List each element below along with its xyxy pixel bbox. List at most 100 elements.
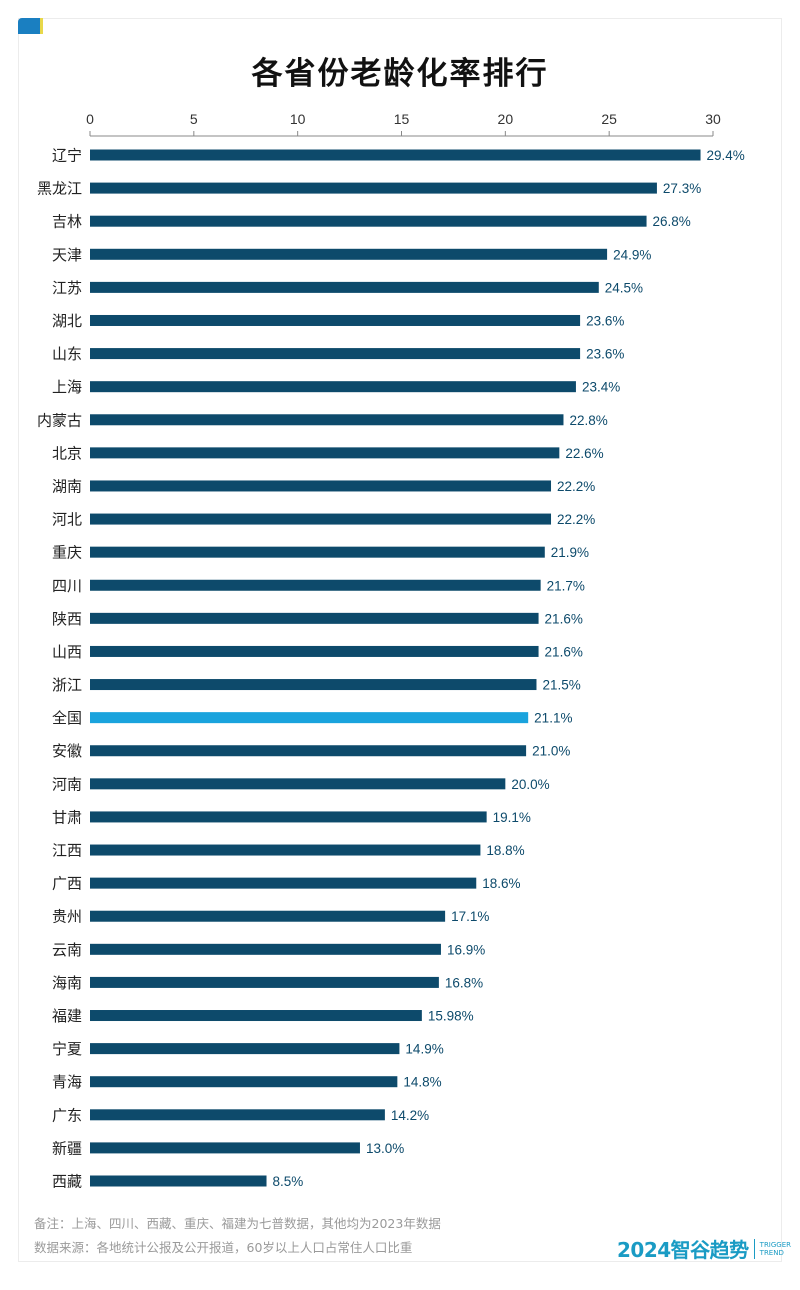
bar	[90, 149, 701, 161]
bar	[90, 612, 539, 624]
category-label: 甘肃	[52, 808, 82, 826]
bar	[90, 910, 446, 922]
data-label: 21.1%	[534, 711, 572, 726]
bar	[90, 679, 537, 691]
category-label: 江西	[52, 842, 82, 860]
footnote: 备注：上海、四川、西藏、重庆、福建为七普数据，其他均为2023年数据	[34, 1216, 441, 1231]
data-label: 27.3%	[663, 181, 701, 196]
category-label: 云南	[52, 941, 82, 959]
data-label: 14.9%	[405, 1042, 443, 1057]
category-label: 全国	[52, 709, 82, 727]
x-tick-label: 25	[601, 111, 617, 127]
category-label: 宁夏	[52, 1040, 82, 1058]
bar	[90, 381, 576, 393]
bar	[90, 513, 552, 525]
category-label: 青海	[52, 1073, 82, 1091]
logo-divider	[753, 1238, 755, 1259]
bar-highlight	[90, 712, 529, 724]
data-label: 21.0%	[532, 744, 570, 759]
bar-chart: 0 5 10 15 20 25 30 辽宁 29.4% 黑龙江 27.3% 吉林 26.8% 天津 24.9…	[37, 111, 745, 1191]
bar	[90, 182, 657, 194]
data-label: 13.0%	[366, 1141, 404, 1156]
data-label: 14.8%	[403, 1075, 441, 1090]
bar	[90, 943, 441, 955]
bar	[90, 314, 581, 326]
bar	[90, 1010, 422, 1022]
category-label: 四川	[52, 577, 82, 595]
data-label: 20.0%	[511, 777, 549, 792]
data-label: 21.7%	[547, 578, 585, 593]
data-label: 21.5%	[542, 678, 580, 693]
bar	[90, 1109, 385, 1121]
data-label: 15.98%	[428, 1009, 474, 1024]
data-label: 24.9%	[613, 247, 651, 262]
x-tick-label: 20	[498, 111, 514, 127]
data-label: 17.1%	[451, 909, 489, 924]
bar	[90, 348, 581, 360]
category-label: 天津	[52, 246, 82, 264]
category-label: 陕西	[52, 610, 82, 628]
category-label: 海南	[52, 974, 82, 992]
bar	[90, 1043, 400, 1055]
data-label: 16.8%	[445, 975, 483, 990]
bar	[90, 281, 599, 293]
bar	[90, 1175, 267, 1187]
brand-logo: 2024智谷趋势 TRIGGER TREND	[617, 1234, 791, 1263]
data-label: 22.8%	[569, 413, 607, 428]
category-label: 浙江	[52, 676, 82, 694]
data-label: 18.8%	[486, 843, 524, 858]
logo-subtext: TRIGGER TREND	[759, 1240, 792, 1257]
category-label: 北京	[52, 444, 82, 462]
data-label: 16.9%	[447, 942, 485, 957]
category-label: 湖南	[52, 477, 82, 495]
category-label: 吉林	[52, 213, 82, 231]
source-note: 数据来源：各地统计公报及公开报道，60岁以上人口占常住人口比重	[34, 1240, 413, 1255]
bar	[90, 414, 564, 426]
data-label: 22.2%	[557, 512, 595, 527]
bar	[90, 877, 477, 889]
bar	[90, 248, 608, 260]
x-tick-label: 10	[290, 111, 306, 127]
x-tick-label: 15	[394, 111, 410, 127]
bar	[90, 811, 487, 823]
category-label: 湖北	[52, 312, 82, 330]
category-label: 贵州	[52, 908, 82, 926]
x-tick-label: 0	[86, 111, 94, 127]
data-label: 26.8%	[653, 214, 691, 229]
category-label: 山西	[52, 643, 82, 661]
data-label: 23.4%	[582, 380, 620, 395]
bar	[90, 778, 506, 790]
bar	[90, 745, 527, 757]
category-label: 江苏	[52, 279, 82, 297]
category-label: 黑龙江	[37, 180, 82, 198]
data-label: 19.1%	[493, 810, 531, 825]
category-label: 福建	[52, 1007, 82, 1025]
data-label: 23.6%	[586, 313, 624, 328]
x-tick-label: 30	[705, 111, 721, 127]
data-label: 14.2%	[391, 1108, 429, 1123]
category-label: 上海	[52, 378, 82, 396]
data-label: 22.6%	[565, 446, 603, 461]
category-label: 河北	[52, 511, 82, 529]
bar	[90, 546, 545, 558]
bar	[90, 1076, 398, 1088]
data-label: 21.9%	[551, 545, 589, 560]
bar	[90, 215, 647, 227]
corner-logo-mark	[18, 18, 43, 34]
data-label: 24.5%	[605, 280, 643, 295]
bar	[90, 1142, 360, 1154]
data-label: 8.5%	[273, 1174, 304, 1189]
category-label: 辽宁	[52, 147, 82, 165]
data-label: 22.2%	[557, 479, 595, 494]
bar	[90, 447, 560, 459]
x-tick-label: 5	[190, 111, 198, 127]
category-label: 安徽	[52, 742, 82, 760]
data-label: 21.6%	[545, 644, 583, 659]
category-label: 西藏	[52, 1173, 82, 1191]
category-label: 广西	[52, 875, 82, 893]
category-label: 内蒙古	[37, 411, 82, 429]
category-label: 新疆	[52, 1139, 82, 1157]
category-label: 河南	[52, 775, 82, 793]
data-label: 21.6%	[545, 611, 583, 626]
data-label: 18.6%	[482, 876, 520, 891]
